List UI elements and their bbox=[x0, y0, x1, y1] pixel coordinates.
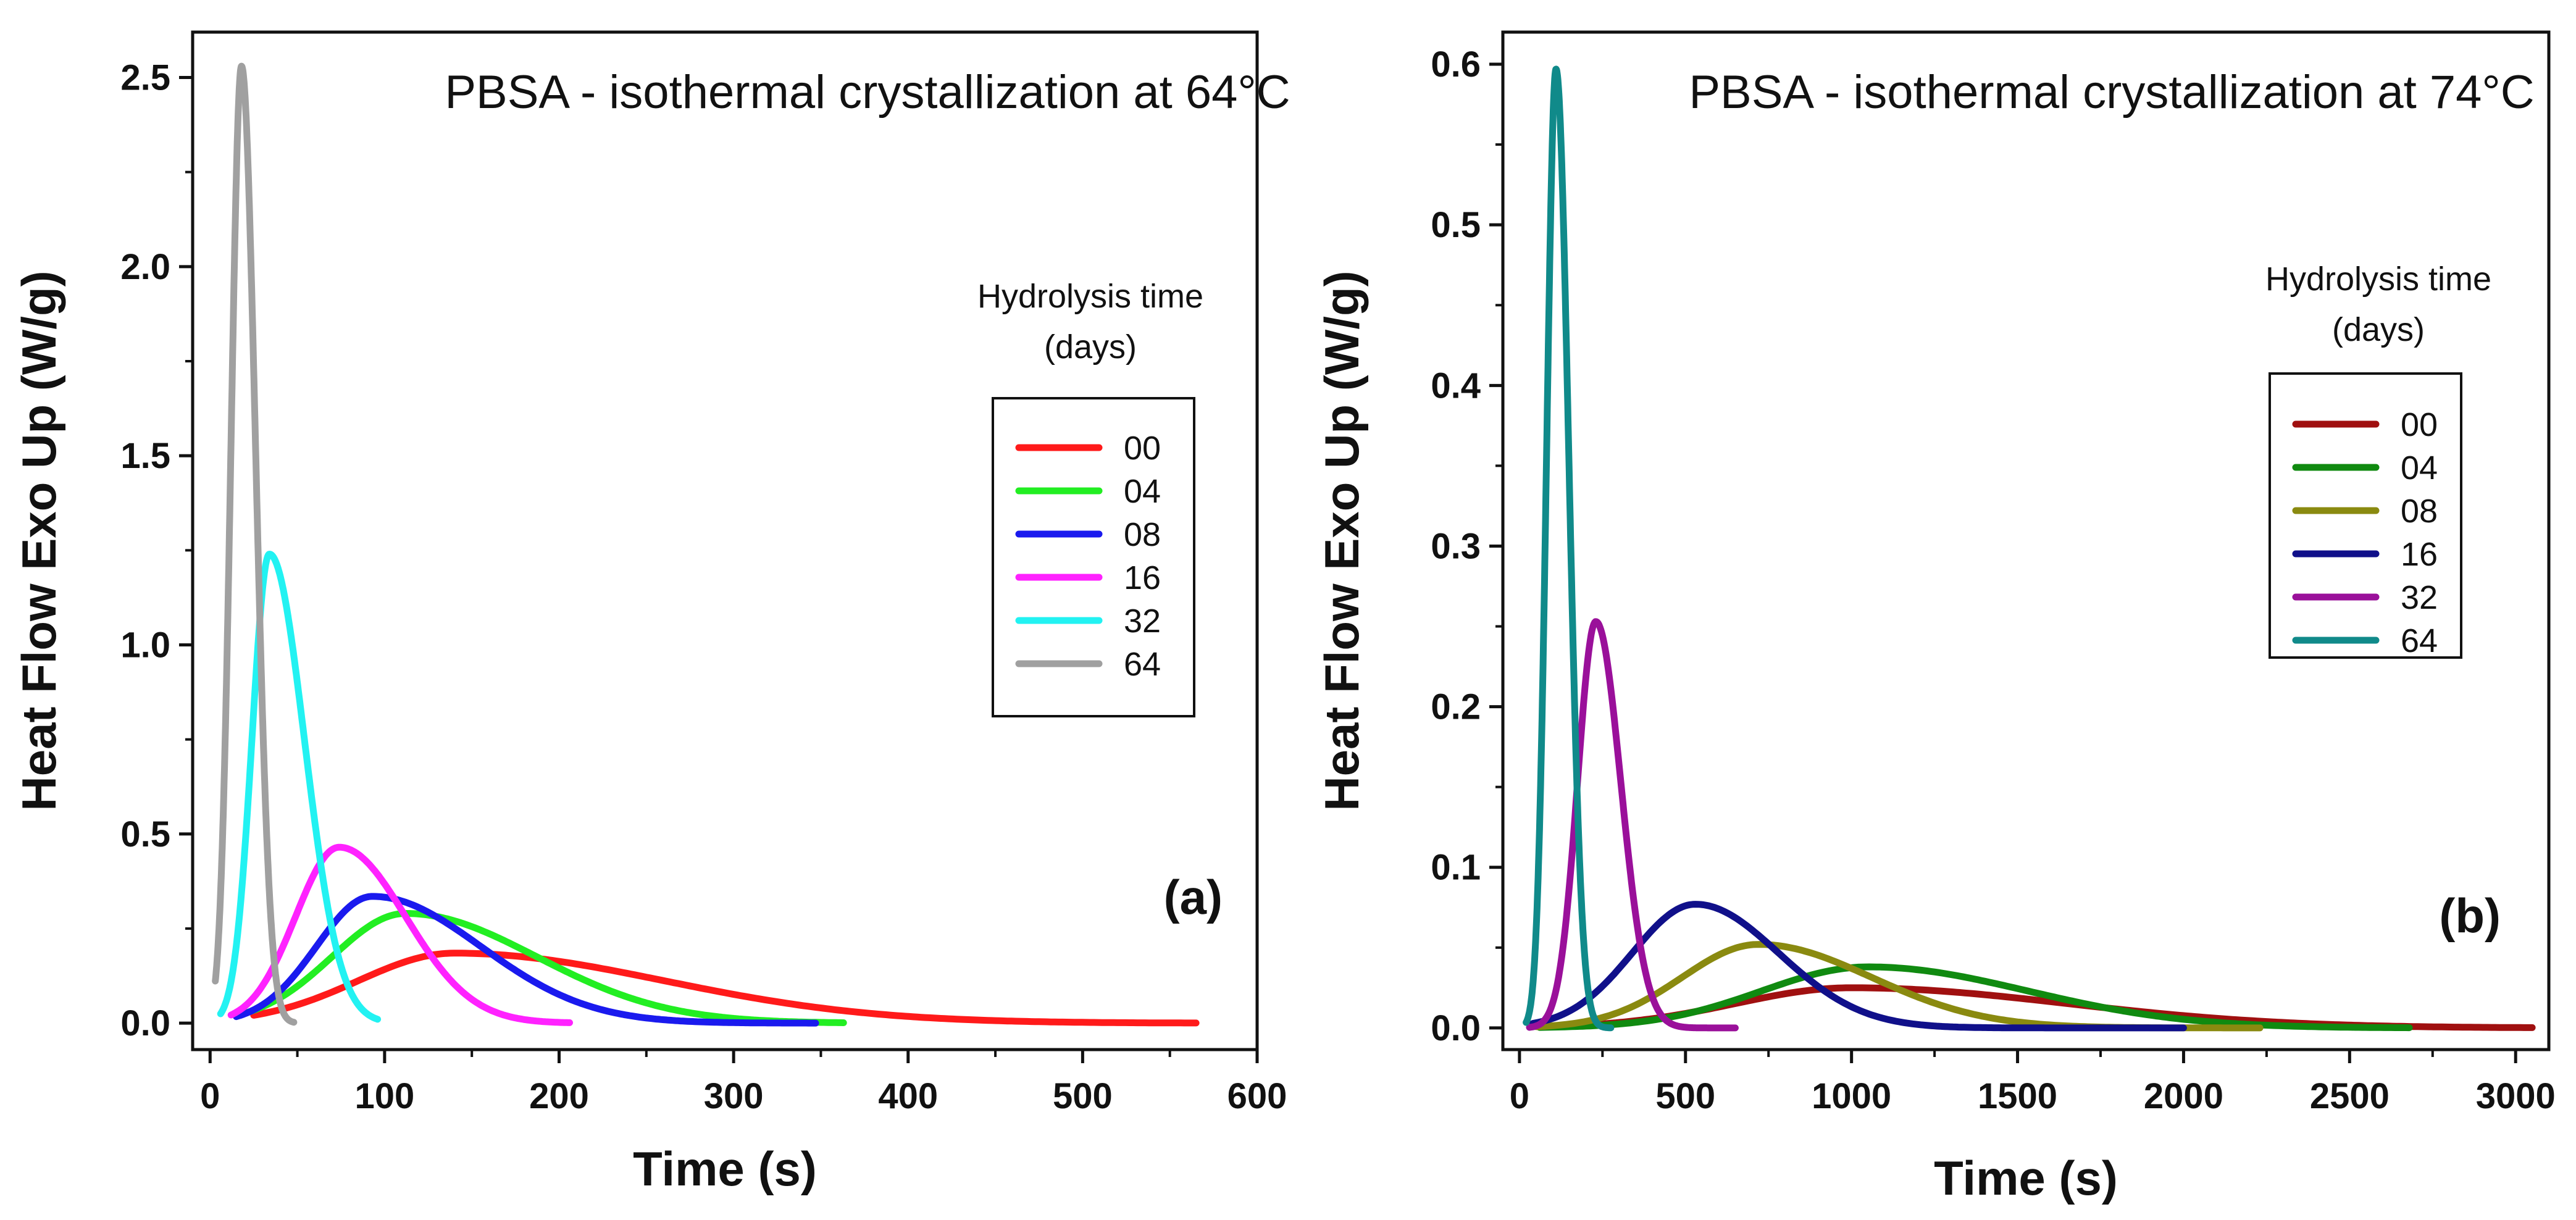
chart-title: PBSA - isothermal crystallization at 74°… bbox=[1689, 66, 2534, 119]
x-tick-label: 2000 bbox=[2144, 1076, 2223, 1116]
series-line-32 bbox=[217, 551, 382, 1023]
series-group bbox=[212, 62, 1200, 1027]
x-tick-label: 500 bbox=[1053, 1076, 1113, 1116]
y-tick-label: 2.0 bbox=[120, 247, 170, 287]
legend-label-08: 08 bbox=[2401, 493, 2438, 530]
series-line-64 bbox=[1523, 65, 1615, 1032]
y-tick-label: 0.4 bbox=[1431, 366, 1481, 406]
y-tick-label: 1.5 bbox=[120, 436, 170, 476]
legend-label-32: 32 bbox=[2401, 579, 2438, 616]
legend-title-line2: (days) bbox=[2332, 311, 2425, 348]
y-tick-label: 2.5 bbox=[120, 58, 170, 98]
x-tick-label: 1000 bbox=[1812, 1076, 1891, 1116]
legend-label-16: 16 bbox=[2401, 536, 2438, 573]
legend-title-line2: (days) bbox=[1044, 328, 1137, 366]
x-tick-label: 0 bbox=[200, 1076, 220, 1116]
x-tick-label: 500 bbox=[1655, 1076, 1715, 1116]
legend-label-04: 04 bbox=[1124, 473, 1161, 510]
legend-label-32: 32 bbox=[1124, 603, 1161, 640]
legend-label-64: 64 bbox=[1124, 646, 1161, 683]
legend-label-00: 00 bbox=[2401, 406, 2438, 443]
x-tick-label: 1500 bbox=[1978, 1076, 2057, 1116]
x-tick-label: 100 bbox=[354, 1076, 414, 1116]
y-tick-label: 0.2 bbox=[1431, 687, 1481, 727]
y-tick-label: 0.3 bbox=[1431, 526, 1481, 566]
panel-b: 0 500 1000 1500 2000 2500 3000 0.0 0.1 0.2 0.3 0.4 0… bbox=[1315, 30, 2556, 1205]
series-line-04 bbox=[241, 910, 847, 1026]
y-tick-label: 1.0 bbox=[120, 625, 170, 665]
series-line-00 bbox=[250, 950, 1200, 1027]
x-axis-title: Time (s) bbox=[1934, 1151, 2118, 1205]
y-tick-label: 0.5 bbox=[1431, 205, 1481, 245]
y-axis-title: Heat Flow Exo Up (W/g) bbox=[1315, 270, 1369, 811]
legend-label-64: 64 bbox=[2401, 622, 2438, 659]
x-tick-label: 300 bbox=[704, 1076, 764, 1116]
series-line-32 bbox=[1526, 618, 1739, 1032]
legend-title-line1: Hydrolysis time bbox=[2265, 261, 2491, 298]
x-tick-label: 400 bbox=[878, 1076, 938, 1116]
x-axis-title: Time (s) bbox=[633, 1142, 817, 1196]
chart-title: PBSA - isothermal crystallization at 64°… bbox=[445, 66, 1290, 119]
legend-label-08: 08 bbox=[1124, 516, 1161, 553]
y-tick-label: 0.1 bbox=[1431, 848, 1481, 888]
x-tick-label: 600 bbox=[1227, 1076, 1287, 1116]
legend-label-04: 04 bbox=[2401, 449, 2438, 487]
legend-title-line1: Hydrolysis time bbox=[977, 278, 1203, 315]
y-tick-label: 0.0 bbox=[120, 1003, 170, 1043]
legend-label-16: 16 bbox=[1124, 559, 1161, 596]
panel-label: (a) bbox=[1164, 870, 1223, 924]
y-axis-title: Heat Flow Exo Up (W/g) bbox=[12, 270, 66, 811]
y-tick-label: 0.5 bbox=[120, 814, 170, 854]
series-group bbox=[1523, 65, 2536, 1032]
plot-frame bbox=[1501, 30, 2551, 1051]
series-line-04 bbox=[1536, 963, 2413, 1032]
x-tick-label: 2500 bbox=[2310, 1076, 2390, 1116]
y-tick-label: 0.0 bbox=[1431, 1008, 1481, 1048]
x-tick-label: 3000 bbox=[2476, 1076, 2556, 1116]
y-tick-label: 0.6 bbox=[1431, 44, 1481, 85]
panel-a: 0 100 200 300 400 500 600 0.0 0.5 1.0 1.5 2.0 2.5 Tim… bbox=[12, 30, 1290, 1196]
x-tick-label: 0 bbox=[1510, 1076, 1529, 1116]
x-tick-label: 200 bbox=[529, 1076, 589, 1116]
panel-label: (b) bbox=[2439, 888, 2501, 943]
plot-frame bbox=[191, 30, 1259, 1051]
series-line-64 bbox=[212, 62, 298, 1026]
series-line-16 bbox=[227, 843, 573, 1026]
legend-label-00: 00 bbox=[1124, 430, 1161, 467]
